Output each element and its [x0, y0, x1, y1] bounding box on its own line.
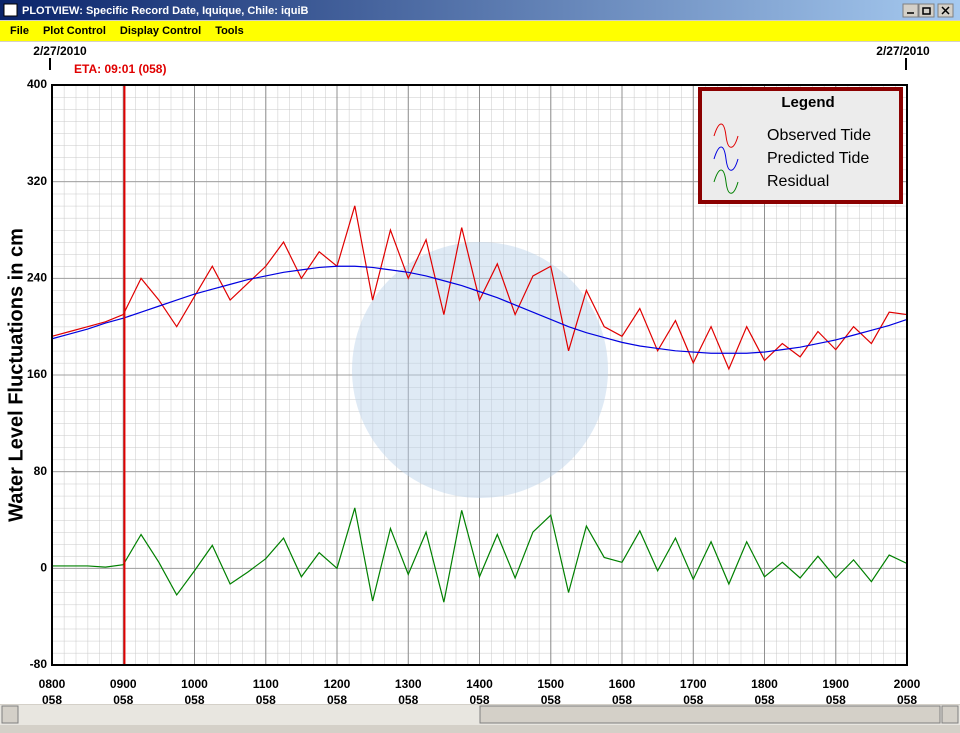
window-controls[interactable] [902, 3, 954, 18]
menu-item[interactable]: File [10, 25, 29, 37]
x-tick-label: 1500 [537, 677, 564, 691]
x-tick-label: 1600 [609, 677, 636, 691]
menu-bar [0, 21, 960, 41]
x-tick-label: 1800 [751, 677, 778, 691]
series-line [51, 265, 908, 354]
x-tick-label: 1200 [324, 677, 351, 691]
y-tick-label: 400 [27, 77, 47, 91]
scroll-left[interactable] [1, 705, 19, 724]
legend-swatch [713, 146, 739, 171]
legend-swatch [713, 123, 739, 148]
x-tick-label: 1400 [466, 677, 493, 691]
x-tick-label: 0800 [39, 677, 66, 691]
legend-label: Predicted Tide [767, 150, 869, 167]
window-title: PLOTVIEW: Specific Record Date, Iquique,… [22, 5, 308, 17]
x-tick-day: 058 [327, 693, 347, 707]
x-tick-day: 058 [541, 693, 561, 707]
legend-label: Residual [767, 173, 829, 190]
x-tick-day: 058 [469, 693, 489, 707]
x-tick-day: 058 [184, 693, 204, 707]
minimize-button[interactable] [902, 3, 919, 18]
eta-label: ETA: 09:01 (058) [74, 62, 166, 76]
legend: Legend Observed Tide Predicted Tide Residu… [698, 87, 903, 204]
legend-swatch [713, 169, 739, 194]
title-bar [0, 0, 960, 20]
scroll-thumb[interactable] [479, 705, 941, 724]
legend-label: Observed Tide [767, 127, 871, 144]
menu: File Plot Control Display Control Tools [10, 25, 244, 37]
x-tick-day: 058 [42, 693, 62, 707]
x-tick-day: 058 [826, 693, 846, 707]
scroll-right[interactable] [941, 705, 959, 724]
x-tick-day: 058 [683, 693, 703, 707]
y-tick-label: 240 [27, 271, 47, 285]
x-tick-day: 058 [113, 693, 133, 707]
x-tick-label: 0900 [110, 677, 137, 691]
series-line [52, 507, 908, 603]
maximize-button[interactable] [918, 3, 935, 18]
x-tick-label: 1000 [181, 677, 208, 691]
watermark [352, 242, 608, 498]
x-tick-day: 058 [612, 693, 632, 707]
y-tick-label: 160 [27, 367, 47, 381]
date-left: 2/27/2010 [33, 44, 87, 58]
x-tick-day: 058 [256, 693, 276, 707]
menu-item[interactable]: Display Control [120, 25, 201, 37]
y-tick-label: 320 [27, 174, 47, 188]
date-right: 2/27/2010 [876, 44, 930, 58]
y-tick-label: 0 [40, 561, 47, 575]
series-line [51, 205, 908, 371]
plot-frame [51, 84, 908, 666]
menu-item[interactable]: Plot Control [43, 25, 106, 37]
x-tick-label: 1700 [680, 677, 707, 691]
y-tick-label: 80 [34, 464, 48, 478]
y-axis-label: Water Level Fluctuations in cm [5, 228, 27, 522]
x-tick-label: 2000 [894, 677, 921, 691]
app-icon [3, 3, 18, 17]
x-tick-day: 058 [897, 693, 917, 707]
x-tick-day: 058 [754, 693, 774, 707]
menu-item[interactable]: Tools [215, 25, 244, 37]
x-tick-label: 1900 [822, 677, 849, 691]
y-tick-label: -80 [30, 657, 48, 671]
x-tick-day: 058 [398, 693, 418, 707]
legend-title: Legend [781, 94, 834, 111]
x-tick-label: 1300 [395, 677, 422, 691]
x-tick-label: 1100 [253, 677, 279, 691]
